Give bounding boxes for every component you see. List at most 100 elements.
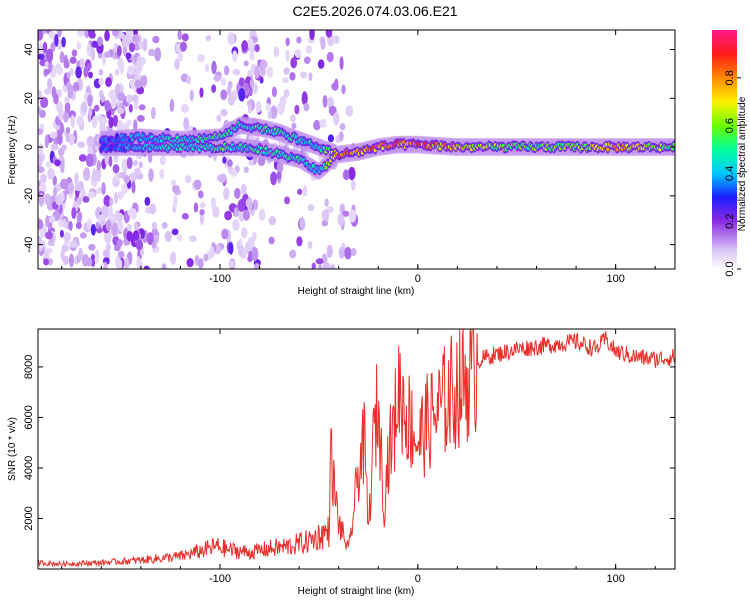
heatmap-cell — [44, 134, 49, 149]
heatmap-cell — [327, 134, 335, 143]
spectrogram-heatmap — [38, 30, 675, 269]
heatmap-cell — [86, 136, 95, 148]
heatmap-cell — [326, 244, 333, 258]
heatmap-cell — [229, 260, 235, 268]
heatmap-cell — [47, 77, 53, 91]
colorbar-label: Normalized spectral amplitude — [737, 96, 748, 231]
heatmap-cell — [270, 171, 277, 186]
snr-panel: -100 0 100 2000 4000 6000 8000 Height of stra… — [7, 328, 676, 597]
heatmap-cell — [223, 65, 230, 76]
colorbar-tick-label: 0.4 — [724, 166, 736, 181]
heatmap-cell — [85, 153, 94, 167]
heatmap-cell — [180, 103, 189, 114]
heatmap-cell — [116, 238, 123, 247]
heatmap-cell — [60, 159, 65, 174]
heatmap-cell — [78, 247, 84, 261]
heatmap-cell — [211, 84, 217, 93]
heatmap-cell — [83, 66, 89, 78]
heatmap-cell — [248, 250, 253, 262]
heatmap-cell — [322, 261, 331, 269]
heatmap-cell — [133, 160, 139, 167]
heatmap-cell — [224, 210, 233, 221]
spectrogram-y-label: Frequency (Hz) — [7, 116, 18, 185]
heatmap-cell — [64, 102, 71, 114]
heatmap-cell — [230, 168, 238, 177]
heatmap-cell — [89, 31, 96, 39]
heatmap-cell — [121, 158, 129, 172]
heatmap-cell — [38, 53, 45, 60]
heatmap-cell — [350, 179, 356, 191]
heatmap-cell — [101, 182, 106, 195]
heatmap-cell — [181, 33, 189, 42]
heatmap-cell — [116, 45, 122, 57]
heatmap-cell — [113, 191, 119, 204]
heatmap-cell — [338, 246, 345, 259]
colorbar-gradient — [712, 30, 737, 269]
heatmap-cell — [151, 221, 158, 230]
colorbar: 0.0 0.2 0.4 0.6 0.8 Normalized spectral ampl… — [712, 30, 748, 277]
spectrogram-frame — [37, 29, 676, 270]
heatmap-cell — [125, 94, 133, 104]
heatmap-cell — [48, 30, 56, 39]
y-tick-label: 6000 — [23, 405, 35, 429]
heatmap-cell — [86, 43, 92, 57]
heatmap-cell — [136, 256, 141, 269]
heatmap-cell — [93, 104, 100, 112]
heatmap-cell — [42, 41, 48, 53]
snr-y-label: SNR (10 * v/v) — [7, 417, 18, 481]
heatmap-cell — [108, 116, 114, 129]
heatmap-cell — [342, 169, 350, 181]
heatmap-cell — [117, 250, 125, 258]
heatmap-cell — [46, 48, 54, 63]
heatmap-cell — [259, 60, 268, 69]
heatmap-cell — [179, 41, 187, 52]
heatmap-cell — [83, 167, 91, 182]
heatmap-cell — [91, 40, 98, 48]
heatmap-cell — [103, 195, 111, 208]
heatmap-cell — [227, 159, 233, 167]
heatmap-cell — [123, 257, 130, 269]
heatmap-cell — [313, 119, 321, 131]
heatmap-cell — [110, 96, 117, 110]
heatmap-cell — [268, 236, 275, 245]
heatmap-cell — [253, 82, 258, 95]
heatmap-cell — [229, 131, 233, 136]
heatmap-cell — [65, 134, 71, 143]
heatmap-cell — [90, 47, 96, 62]
heatmap-cell — [113, 244, 121, 252]
heatmap-cell — [211, 60, 217, 75]
heatmap-cell — [108, 155, 113, 167]
heatmap-cell — [69, 240, 78, 248]
heatmap-cell — [307, 240, 313, 249]
heatmap-cell — [303, 56, 311, 65]
heatmap-cell — [285, 37, 290, 47]
heatmap-cell — [68, 220, 73, 231]
heatmap-cell — [311, 163, 315, 168]
heatmap-cell — [305, 44, 313, 54]
heatmap-cell — [300, 71, 308, 79]
heatmap-cell — [38, 193, 45, 205]
heatmap-cell — [44, 193, 51, 206]
heatmap-cell — [136, 114, 145, 123]
snr-plot-area — [38, 329, 675, 569]
heatmap-cell — [211, 200, 217, 210]
heatmap-cell — [303, 102, 310, 112]
heatmap-cell — [232, 50, 238, 63]
heatmap-cell — [324, 165, 328, 170]
heatmap-cell — [193, 202, 199, 213]
heatmap-cell — [296, 236, 303, 247]
heatmap-cell — [138, 161, 143, 169]
x-tick-label: 100 — [606, 273, 624, 285]
heatmap-cell — [75, 221, 82, 230]
heatmap-cell — [88, 107, 93, 117]
heatmap-cell — [213, 74, 222, 82]
y-tick-label: 4000 — [23, 456, 35, 480]
heatmap-cell — [189, 89, 194, 102]
heatmap-cell — [258, 208, 266, 221]
heatmap-cell — [296, 36, 302, 44]
heatmap-cell — [57, 132, 63, 146]
heatmap-cell — [175, 135, 179, 140]
heatmap-cell — [193, 179, 202, 190]
